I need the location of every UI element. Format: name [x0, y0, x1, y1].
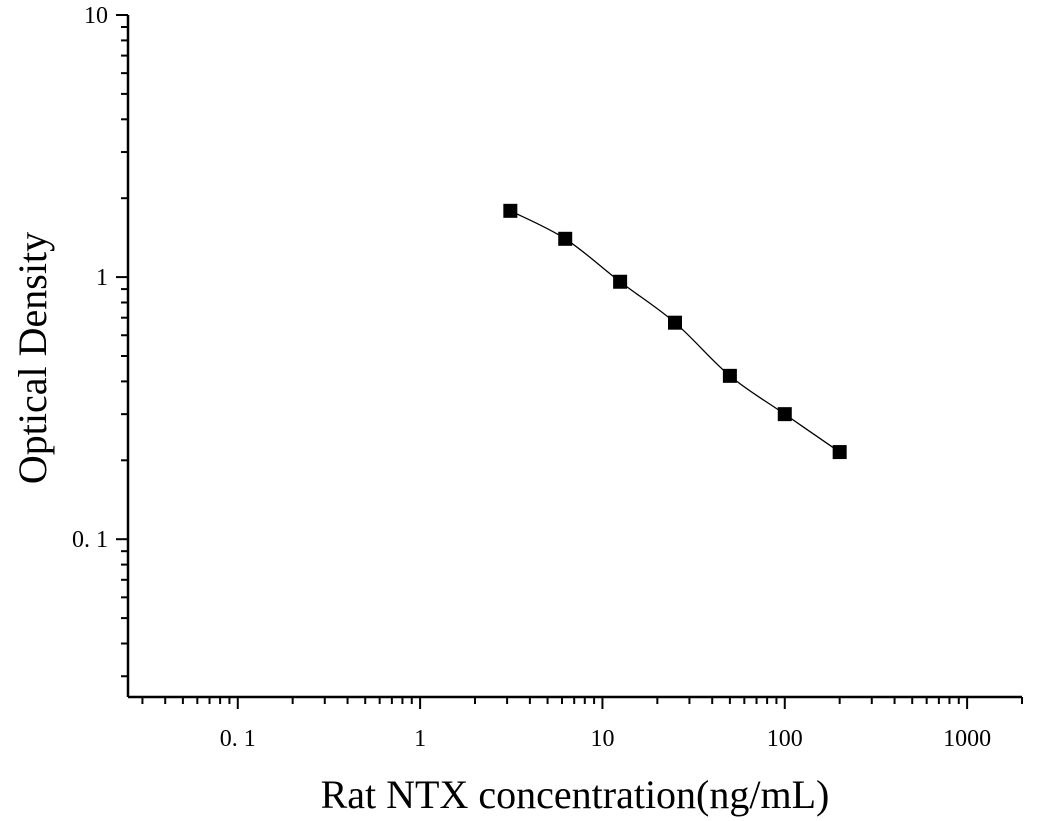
data-point — [558, 231, 573, 246]
y-tick-label: 1 — [96, 265, 108, 291]
data-point — [832, 445, 847, 460]
data-point — [613, 274, 628, 289]
y-tick-label: 0. 1 — [72, 527, 108, 553]
data-point — [503, 203, 518, 218]
x-tick-label: 100 — [767, 726, 803, 752]
data-point — [668, 315, 683, 330]
y-tick-label: 10 — [84, 3, 108, 29]
x-axis-ticks: 0. 1 1 10 100 1000 — [141, 697, 1023, 752]
data-point — [722, 368, 737, 383]
x-tick-label: 1 — [414, 726, 426, 752]
axes — [126, 15, 1022, 699]
x-tick-label: 0. 1 — [220, 726, 256, 752]
data-point — [777, 407, 792, 422]
data-points — [503, 203, 847, 460]
x-tick-label: 10 — [590, 726, 614, 752]
y-axis-ticks: 0. 1 1 10 — [72, 3, 128, 678]
x-axis-title: Rat NTX concentration(ng/mL) — [321, 772, 830, 817]
x-tick-label: 1000 — [943, 726, 991, 752]
y-axis-title: Optical Density — [10, 232, 55, 484]
